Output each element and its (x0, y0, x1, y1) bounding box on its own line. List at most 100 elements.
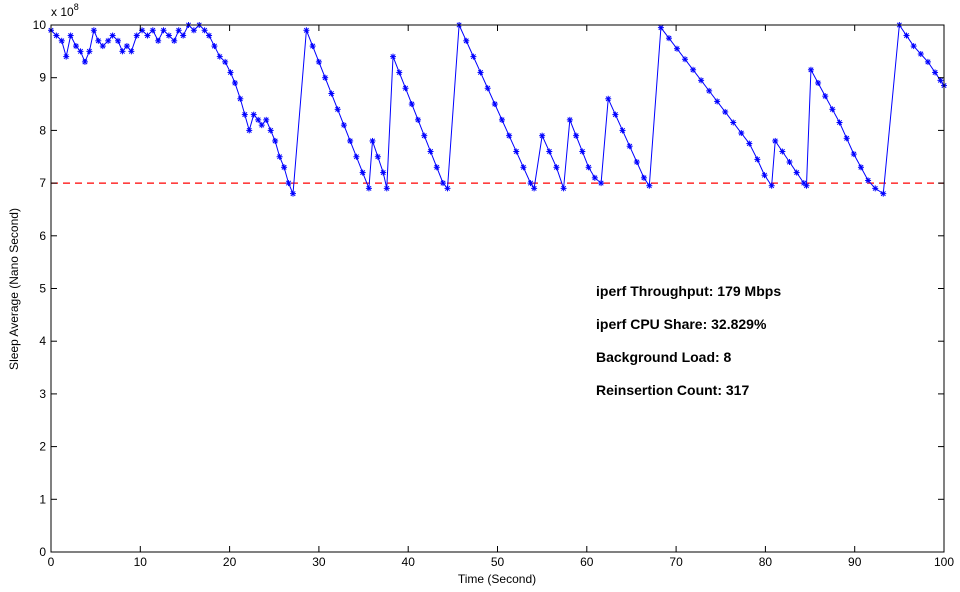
data-point-marker (706, 87, 713, 94)
data-point-marker (531, 185, 538, 192)
data-point-marker (690, 66, 697, 73)
data-point-marker (585, 164, 592, 171)
data-point-marker (539, 132, 546, 139)
y-tick-label: 1 (39, 492, 46, 506)
x-tick-label: 10 (134, 555, 148, 569)
data-point-marker (619, 127, 626, 134)
data-point-marker (175, 27, 182, 34)
x-tick-label: 80 (759, 555, 773, 569)
data-point-marker (626, 143, 633, 150)
data-point-marker (119, 48, 126, 55)
data-point-marker (231, 79, 238, 86)
data-point-marker (698, 77, 705, 84)
data-point-marker (506, 132, 513, 139)
data-point-marker (761, 172, 768, 179)
data-point-marker (491, 101, 498, 108)
data-point-marker (646, 182, 653, 189)
data-point-marker (99, 43, 106, 50)
x-tick-label: 70 (669, 555, 683, 569)
data-point-marker (579, 148, 586, 155)
data-point-marker (281, 164, 288, 171)
data-point-marker (932, 69, 939, 76)
data-point-marker (440, 180, 447, 187)
y-tick-label: 5 (39, 282, 46, 296)
data-point-marker (803, 182, 810, 189)
data-point-marker (347, 137, 354, 144)
data-point-marker (520, 164, 527, 171)
data-point-marker (359, 169, 366, 176)
data-point-marker (81, 58, 88, 65)
data-point-marker (573, 132, 580, 139)
data-point-marker (857, 164, 864, 171)
data-point-marker (272, 137, 279, 144)
data-point-marker (566, 116, 573, 123)
series-layer (48, 22, 947, 197)
data-point-marker (937, 77, 944, 84)
data-point-marker (73, 43, 80, 50)
data-point-marker (754, 156, 761, 163)
data-point-marker (836, 119, 843, 126)
data-point-marker (334, 106, 341, 113)
x-axis-label: Time (Second) (458, 572, 536, 586)
data-point-marker (114, 37, 121, 44)
y-exponent-label: x 108 (51, 2, 79, 19)
data-point-marker (880, 190, 887, 197)
data-point-marker (850, 151, 857, 158)
data-point-marker (793, 169, 800, 176)
data-point-marker (843, 135, 850, 142)
data-point-marker (246, 127, 253, 134)
data-point-marker (433, 164, 440, 171)
x-tick-label: 20 (223, 555, 237, 569)
data-point-marker (730, 119, 737, 126)
data-point-marker (682, 56, 689, 63)
data-point-marker (227, 69, 234, 76)
plot-background (51, 25, 944, 552)
data-point-marker (402, 85, 409, 92)
data-point-marker (872, 185, 879, 192)
data-point-marker (250, 111, 257, 118)
data-point-marker (779, 148, 786, 155)
data-point-marker (365, 185, 372, 192)
data-point-marker (190, 27, 197, 34)
x-tick-label: 0 (48, 555, 55, 569)
data-point-marker (484, 85, 491, 92)
x-tick-label: 100 (934, 555, 954, 569)
data-point-marker (383, 185, 390, 192)
data-point-marker (673, 45, 680, 52)
data-point-marker (591, 174, 598, 181)
data-point-marker (633, 159, 640, 166)
data-point-marker (105, 37, 112, 44)
y-tick-label: 9 (39, 71, 46, 85)
data-point-marker (374, 153, 381, 160)
data-point-marker (657, 24, 664, 31)
data-point-marker (165, 32, 172, 39)
x-tick-label: 60 (580, 555, 594, 569)
data-point-marker (160, 27, 167, 34)
data-point-marker (144, 32, 151, 39)
data-point-marker (276, 153, 283, 160)
data-point-marker (237, 95, 244, 102)
annotation-reinsertion-count: Reinsertion Count: 317 (596, 382, 749, 398)
data-point-marker (328, 90, 335, 97)
data-point-marker (63, 53, 70, 60)
x-tick-label: 50 (491, 555, 505, 569)
data-point-marker (513, 148, 520, 155)
data-point-marker (746, 140, 753, 147)
data-point-marker (470, 53, 477, 60)
data-point-marker (201, 27, 208, 34)
data-point-marker (380, 169, 387, 176)
data-point-marker (917, 50, 924, 57)
data-point-marker (109, 32, 116, 39)
data-point-marker (303, 27, 310, 34)
data-point-marker (444, 185, 451, 192)
y-tick-label: 10 (33, 18, 47, 32)
data-point-marker (58, 37, 65, 44)
annotation-background-load: Background Load: 8 (596, 349, 732, 365)
x-tick-label: 40 (402, 555, 416, 569)
y-tick-label: 4 (39, 334, 46, 348)
data-point-marker (903, 32, 910, 39)
data-point-marker (222, 58, 229, 65)
data-point-marker (786, 159, 793, 166)
x-tick-label: 30 (312, 555, 326, 569)
data-point-marker (829, 106, 836, 113)
